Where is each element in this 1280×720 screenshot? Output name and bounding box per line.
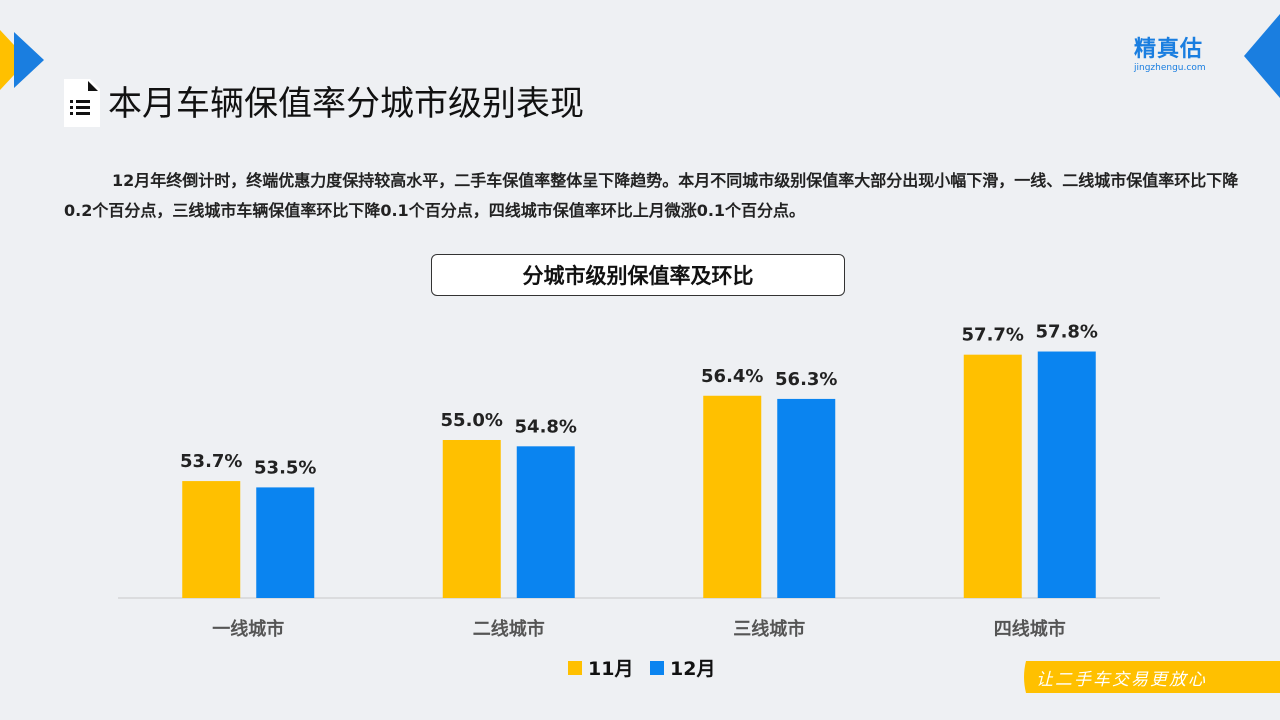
bar-dec-1 xyxy=(256,487,315,598)
description-text: 12月年终倒计时，终端优惠力度保持较高水平，二手车保值率整体呈下降趋势。本月不同… xyxy=(64,171,1239,220)
chart-title: 分城市级别保值率及环比 xyxy=(431,254,845,296)
x-tick-label: 三线城市 xyxy=(733,618,805,640)
bar-dec-3 xyxy=(777,398,836,598)
data-label: 57.7% xyxy=(962,325,1024,346)
x-tick-label: 四线城市 xyxy=(994,618,1066,640)
data-label: 55.0% xyxy=(441,410,503,431)
corner-decoration-right xyxy=(1244,14,1280,98)
data-label: 57.8% xyxy=(1036,322,1098,343)
bar-chart: 53.7% 53.5% 一线城市 55.0% 54.8% 二线城市 56.4% 56.3% 三线… xyxy=(118,322,1160,680)
brand-domain: jingzhengu.com xyxy=(1134,63,1206,73)
data-label: 54.8% xyxy=(515,416,577,437)
bar-nov-2 xyxy=(442,440,501,598)
legend-swatch xyxy=(650,661,664,675)
corner-decoration-left xyxy=(0,30,44,90)
document-list-icon xyxy=(64,79,100,127)
bar-dec-2 xyxy=(516,446,575,598)
data-label: 56.3% xyxy=(775,369,837,390)
bar-nov-3 xyxy=(703,395,762,598)
legend-label: 11月 xyxy=(588,658,633,680)
data-label: 56.4% xyxy=(701,366,763,387)
bar-nov-1 xyxy=(182,481,241,598)
legend-label: 12月 xyxy=(670,658,715,680)
slogan-ribbon xyxy=(1024,661,1280,693)
data-label: 53.7% xyxy=(180,451,242,472)
page-title: 本月车辆保值率分城市级别表现 xyxy=(108,84,584,124)
slogan-text: 让二手车交易更放心 xyxy=(1036,670,1207,690)
data-label: 53.5% xyxy=(254,457,316,478)
brand-name: 精真估 xyxy=(1134,37,1204,62)
bar-nov-4 xyxy=(963,354,1022,598)
x-tick-label: 二线城市 xyxy=(473,618,545,640)
brand-logo: 精真估 jingzhengu.com xyxy=(1134,38,1206,74)
x-tick-label: 一线城市 xyxy=(212,618,284,640)
legend-swatch xyxy=(568,661,582,675)
bar-dec-4 xyxy=(1037,351,1096,598)
